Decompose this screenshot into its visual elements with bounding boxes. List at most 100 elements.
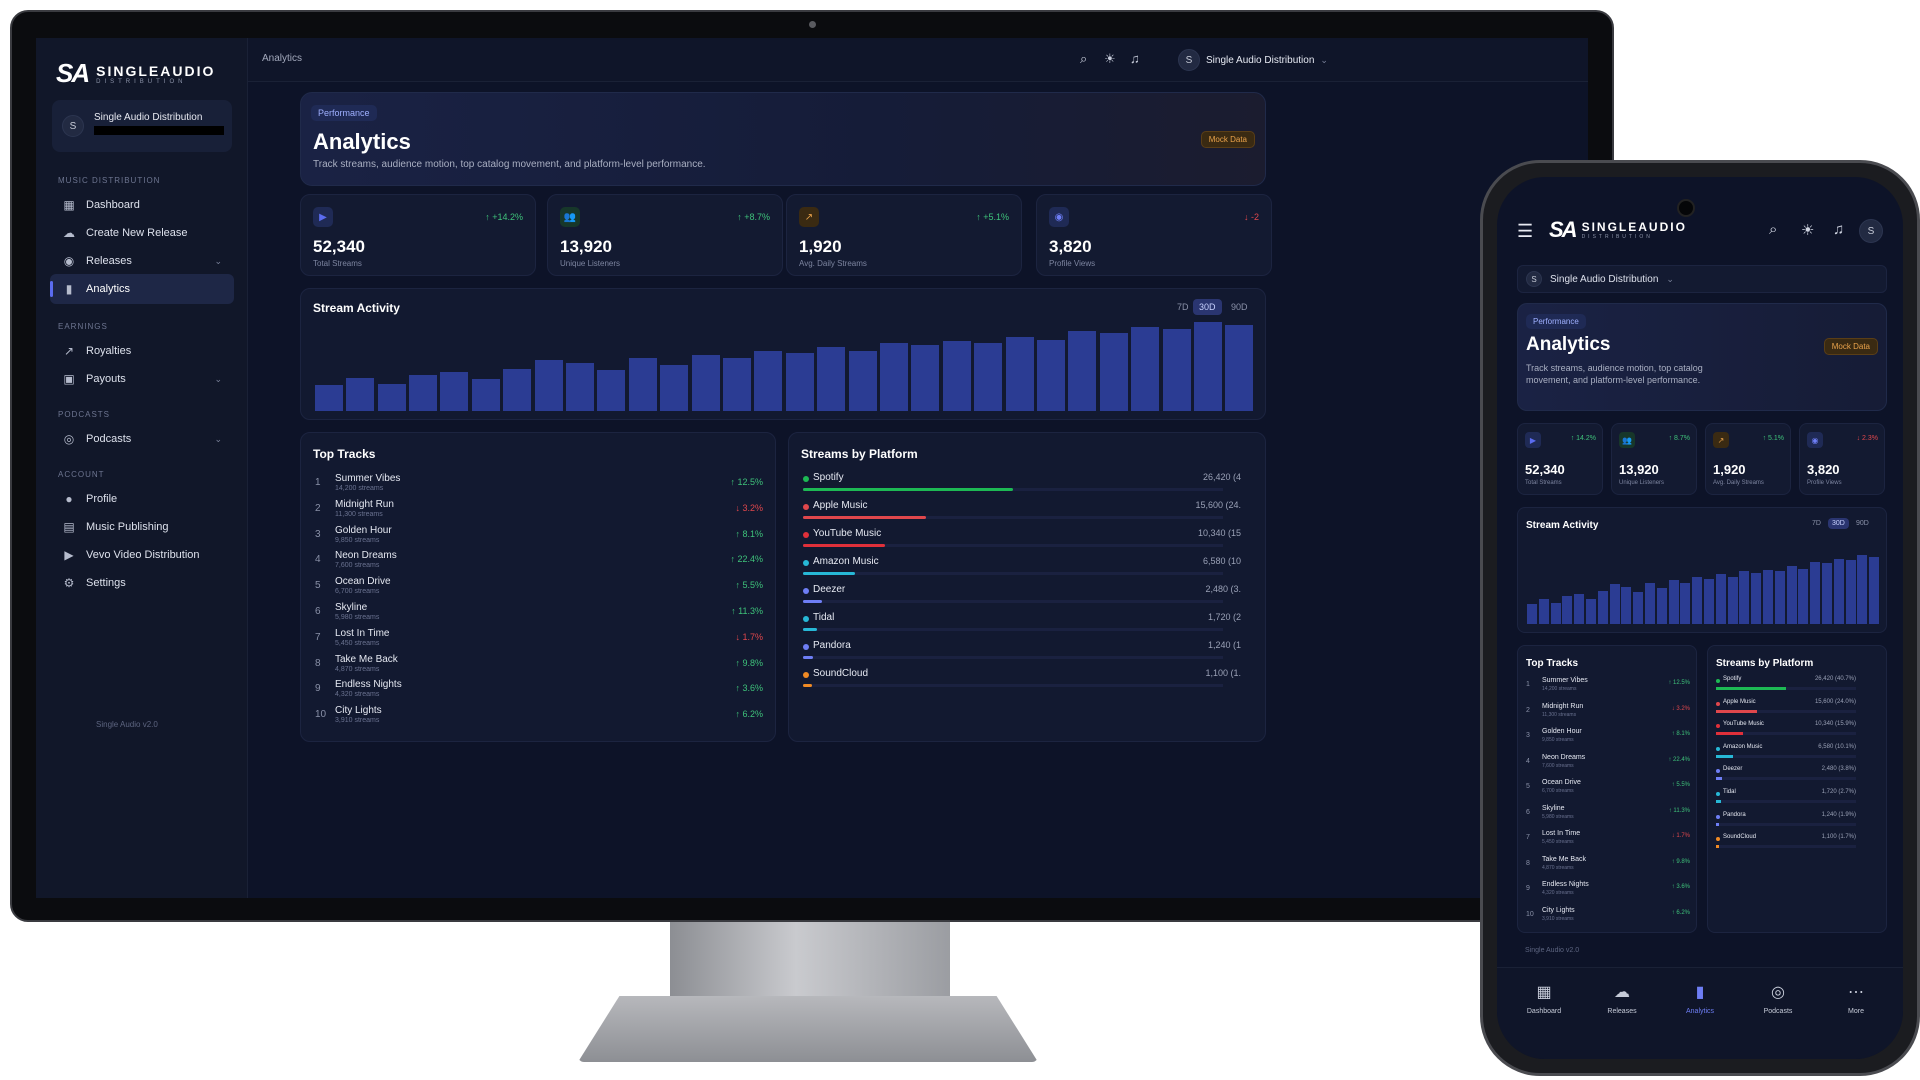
stat-delta: ↑ +8.7%: [737, 212, 770, 222]
stat-value: 3,820: [1049, 237, 1092, 256]
sidebar-item-payouts[interactable]: ▣ Payouts ⌄: [50, 364, 234, 394]
search-icon[interactable]: ⌕: [1080, 51, 1088, 66]
stat-card-avg-daily: ↗ ↑ 5.1% 1,920 Avg. Daily Streams: [1705, 423, 1791, 495]
range-30d[interactable]: 30D: [1193, 299, 1222, 315]
theme-toggle-icon[interactable]: ☀: [1104, 51, 1116, 66]
track-row[interactable]: 5 Ocean Drive 6,700 streams ↑ 5.5%: [313, 574, 763, 599]
track-delta: ↑ 3.6%: [1671, 884, 1690, 890]
platform-bar: [1716, 687, 1786, 690]
platform-dot: [803, 532, 809, 538]
track-title: Skyline: [335, 602, 368, 613]
track-row[interactable]: 9 Endless Nights 4,320 streams ↑ 3.6%: [313, 677, 763, 702]
track-streams: 3,910 streams: [335, 717, 380, 725]
chart-bar: [1810, 562, 1821, 624]
chart-bar: [1727, 577, 1738, 624]
monitor-stand: [578, 996, 1038, 1062]
track-rank: 10: [315, 709, 327, 721]
track-streams: 14,200 streams: [335, 485, 384, 492]
phone-device: ☰ SA SINGLEAUDIO DISTRIBUTION ⌕ ☀ ♫ S S …: [1480, 160, 1920, 1076]
chevron-down-icon: ⌄: [214, 255, 222, 266]
platform-bar: [1716, 845, 1719, 849]
search-icon[interactable]: ⌕: [1769, 221, 1778, 238]
sidebar-item-royalties[interactable]: ↗ Royalties: [50, 336, 234, 366]
track-row[interactable]: 4 Neon Dreams 7,600 streams ↑ 22.4%: [313, 548, 763, 573]
track-row[interactable]: 7 Lost In Time 5,450 streams ↓ 1.7%: [313, 626, 763, 651]
chevron-down-icon: ⌄: [1320, 54, 1328, 65]
menu-icon[interactable]: ☰: [1517, 221, 1534, 241]
account-switcher[interactable]: S Single Audio Distribution: [52, 100, 232, 152]
platforms-card: Streams by Platform Spotify 26,420 (40.7%…: [1707, 645, 1887, 933]
chart-bar: [1609, 584, 1620, 624]
track-row[interactable]: 2 Midnight Run 11,300 streams ↓ 3.2%: [1526, 702, 1690, 724]
track-row[interactable]: 2 Midnight Run 11,300 streams ↓ 3.2%: [313, 497, 763, 522]
track-row[interactable]: 5 Ocean Drive 6,700 streams ↑ 5.5%: [1526, 778, 1690, 800]
platform-value: 1,240 (1.9%): [1821, 811, 1856, 818]
range-7d[interactable]: 7D: [1812, 520, 1821, 527]
sidebar-item-profile[interactable]: ● Profile: [50, 484, 234, 514]
sidebar-item-music-publishing[interactable]: ▤ Music Publishing: [50, 512, 234, 542]
platform-value: 26,420 (40.7%): [1814, 676, 1856, 682]
podcast-icon: ◎: [63, 432, 75, 446]
track-row[interactable]: 7 Lost In Time 5,450 streams ↓ 1.7%: [1526, 829, 1690, 851]
camera-island: [1677, 199, 1695, 217]
nav-tab-podcasts[interactable]: ◎ Podcasts: [1743, 982, 1813, 1015]
track-row[interactable]: 6 Skyline 5,980 streams ↑ 11.3%: [313, 600, 763, 625]
track-row[interactable]: 8 Take Me Back 4,870 streams ↑ 9.8%: [1526, 855, 1690, 877]
bell-icon[interactable]: ♫: [1833, 221, 1845, 238]
sidebar-item-dashboard[interactable]: ▦ Dashboard: [50, 190, 234, 220]
page-title: Analytics: [1526, 334, 1611, 355]
sidebar-item-vevo[interactable]: ▶ Vevo Video Distribution: [50, 540, 234, 570]
nav-tab-more[interactable]: ⋯ More: [1821, 982, 1891, 1015]
stat-value: 1,920: [1713, 462, 1746, 477]
track-row[interactable]: 4 Neon Dreams 7,600 streams ↑ 22.4%: [1526, 753, 1690, 775]
account-switcher[interactable]: S Single Audio Distribution ⌄: [1517, 265, 1887, 293]
range-90d[interactable]: 90D: [1856, 520, 1869, 527]
range-30d[interactable]: 30D: [1828, 518, 1849, 529]
nav-tab-dashboard[interactable]: ▦ Dashboard: [1509, 982, 1579, 1015]
nav-tab-analytics[interactable]: ▮ Analytics: [1665, 982, 1735, 1015]
sidebar-item-releases[interactable]: ◉ Releases ⌄: [50, 246, 234, 276]
play-icon: ▶: [313, 207, 333, 227]
platform-row: YouTube Music 10,340 (15.9%): [1716, 721, 1856, 743]
track-row[interactable]: 1 Summer Vibes 14,200 streams ↑ 12.5%: [313, 471, 763, 496]
mock-data-badge: Mock Data: [1823, 338, 1878, 355]
sidebar-item-settings[interactable]: ⚙ Settings: [50, 568, 234, 598]
theme-toggle-icon[interactable]: ☀: [1801, 222, 1815, 239]
bell-icon[interactable]: ♫: [1130, 51, 1140, 66]
platform-dot: [803, 588, 809, 594]
stat-card-profile-views: ◉ ↓ 2.3% 3,820 Profile Views: [1799, 423, 1885, 495]
track-row[interactable]: 10 City Lights 3,910 streams ↑ 6.2%: [313, 703, 763, 728]
platform-bar: [1716, 822, 1719, 826]
track-row[interactable]: 3 Golden Hour 9,850 streams ↑ 8.1%: [313, 523, 763, 548]
stat-delta: ↑ 5.1%: [1762, 435, 1784, 442]
page-subtitle: Track streams, audience motion, top cata…: [313, 159, 706, 170]
track-row[interactable]: 1 Summer Vibes 14,200 streams ↑ 12.5%: [1526, 676, 1690, 698]
range-90d[interactable]: 90D: [1231, 302, 1248, 312]
sidebar-item-podcasts[interactable]: ◎ Podcasts ⌄: [50, 424, 234, 454]
stat-label: Avg. Daily Streams: [799, 259, 867, 268]
track-delta: ↑ 6.2%: [1671, 909, 1690, 916]
chart-bar: [1869, 557, 1880, 624]
avatar[interactable]: S: [1859, 219, 1883, 243]
track-streams: 4,870 streams: [1542, 864, 1574, 871]
track-row[interactable]: 6 Skyline 5,980 streams ↑ 11.3%: [1526, 804, 1690, 826]
brand-logo[interactable]: SA SINGLEAUDIO DISTRIBUTION: [1549, 217, 1687, 243]
track-title: Summer Vibes: [1542, 677, 1588, 684]
track-row[interactable]: 8 Take Me Back 4,870 streams ↑ 9.8%: [313, 652, 763, 677]
track-rank: 8: [1526, 859, 1530, 867]
track-row[interactable]: 9 Endless Nights 4,320 streams ↑ 3.6%: [1526, 880, 1690, 902]
track-delta: ↓ 1.7%: [735, 631, 763, 642]
chart-bar: [1621, 587, 1632, 624]
track-streams: 7,600 streams: [335, 562, 380, 570]
nav-tab-releases[interactable]: ☁ Releases: [1587, 982, 1657, 1015]
bar-chart-icon: ▮: [65, 282, 73, 296]
track-row[interactable]: 3 Golden Hour 9,850 streams ↑ 8.1%: [1526, 727, 1690, 749]
account-menu[interactable]: S Single Audio Distribution ⌄: [1178, 49, 1328, 71]
brand-logo[interactable]: SA SINGLEAUDIO DISTRIBUTION: [56, 58, 215, 89]
platform-bar-track: [1716, 845, 1856, 849]
sidebar-item-analytics[interactable]: ▮ Analytics: [50, 274, 234, 304]
sidebar-item-create-release[interactable]: ☁ Create New Release: [50, 218, 234, 248]
track-row[interactable]: 10 City Lights 3,910 streams ↑ 6.2%: [1526, 906, 1690, 928]
track-rank: 6: [315, 606, 321, 617]
range-7d[interactable]: 7D: [1177, 302, 1189, 312]
